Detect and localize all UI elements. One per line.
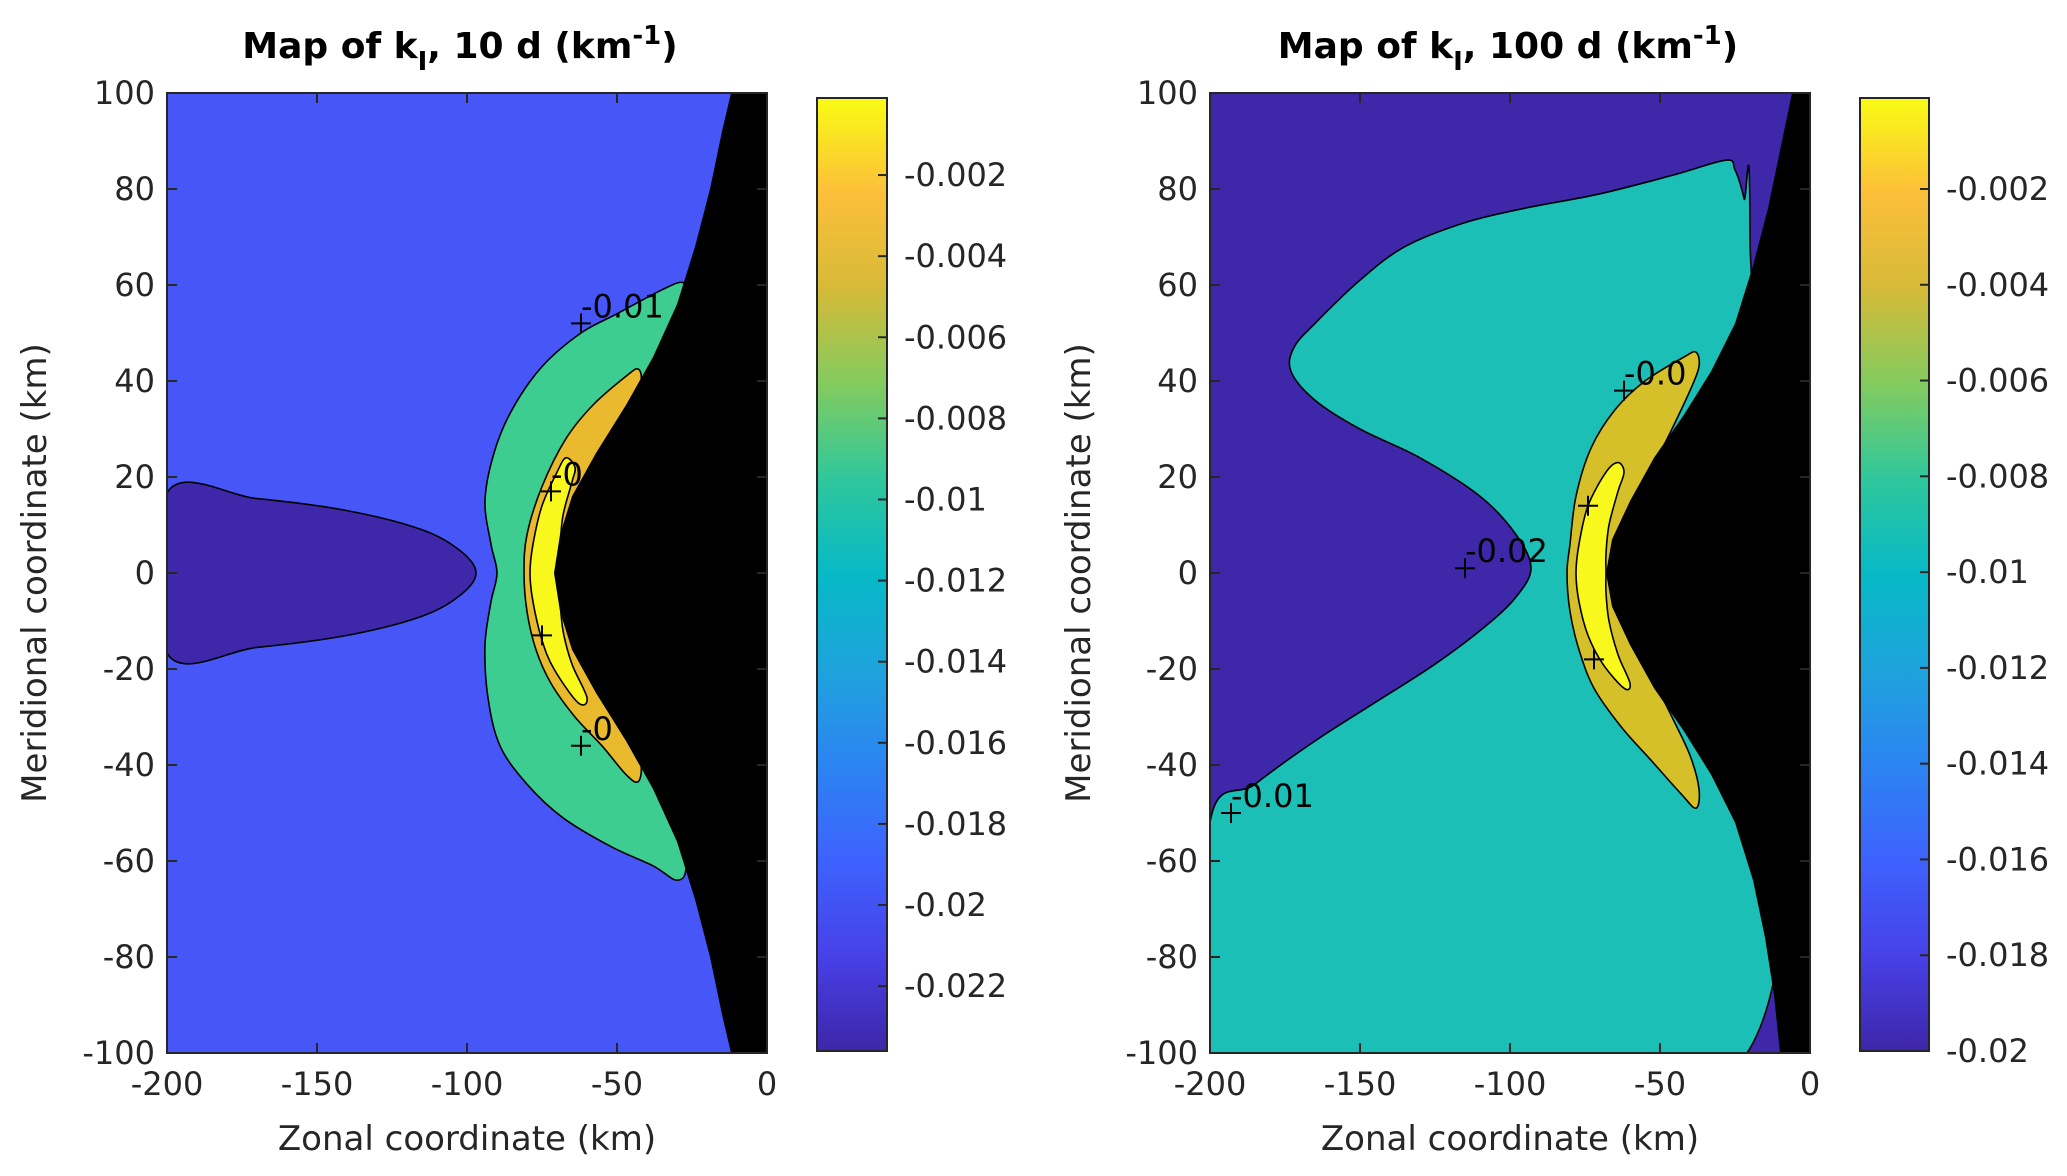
x-tick-label: -100 [431, 1065, 504, 1103]
colorbar: -0.002 -0.004 -0.006 -0.008 -0.01 -0.012 -0.01… [1859, 97, 2049, 1070]
y-tick-label: 80 [1157, 170, 1198, 208]
y-axis-label: Meridional coordinate (km) [15, 343, 55, 803]
y-tick-label: -40 [103, 746, 155, 784]
y-tick-label: 60 [1157, 266, 1198, 304]
panel-10d: Map of kI, 10 d (km-1) -0.01-0-0-200 -150… [15, 21, 1007, 1159]
colorbar-tick-label: -0.014 [904, 643, 1007, 681]
x-tick-label: -150 [281, 1065, 354, 1103]
y-tick-label: 20 [1157, 458, 1198, 496]
contour-label: -0 [551, 455, 583, 493]
contour-plot: -0.01 -0 -0 -200 -150 -100 -50 0 100 80 60 40 20 0 -20… [82, 74, 777, 1103]
contour-label-marker [571, 735, 591, 756]
x-tick-label: -50 [1634, 1065, 1686, 1103]
y-tick-label: 60 [114, 266, 155, 304]
contour-label: -0.02 [1465, 532, 1548, 570]
y-tick-label: 0 [1178, 554, 1198, 592]
colorbar-tick-label: -0.016 [1946, 840, 2049, 878]
panel-100d: Map of kI, 100 d (km-1) -0.0 -0.02 -0.01 -2… [1059, 21, 2049, 1159]
colorbar-tick-label: -0.004 [1946, 266, 2049, 304]
contour-plot: -0.0-0.02-0.01-200 -150 -100 -50 01008060402… [1125, 74, 1820, 1103]
contour-label: -0 [581, 710, 613, 748]
contour-label-marker [1221, 803, 1241, 823]
colorbar-tick-label: -0.004 [904, 237, 1007, 275]
colorbar-tick-label: -0.002 [904, 156, 1007, 194]
contour-label-marker [1578, 495, 1598, 516]
colorbar-tick-label: -0.018 [904, 805, 1007, 843]
colorbar-gradient [816, 97, 888, 1052]
contour-label: -0.0 [1624, 355, 1686, 393]
y-tick-label: 0 [135, 554, 155, 592]
x-axis-label: Zonal coordinate (km) [1321, 1119, 1699, 1159]
colorbar-tick-label: -0.02 [1946, 1032, 2029, 1070]
chart-title: Map of kI, 100 d (km-1) [1278, 21, 1738, 77]
x-tick-label: -200 [1174, 1065, 1247, 1103]
x-tick-label: -50 [591, 1065, 643, 1103]
colorbar-tick-label: -0.006 [1946, 362, 2049, 400]
colorbar: -0.002 -0.004 -0.006 -0.008 -0.01 -0.012 -0.01… [816, 97, 1007, 1052]
y-tick-label: 20 [114, 458, 155, 496]
x-tick-label: 0 [757, 1065, 777, 1103]
colorbar-tick-label: -0.014 [1946, 745, 2049, 783]
colorbar-tick-label: -0.002 [1946, 170, 2049, 208]
y-tick-label: 100 [1137, 74, 1198, 112]
colorbar-tick-label: -0.008 [904, 399, 1007, 437]
x-axis-label: Zonal coordinate (km) [278, 1119, 656, 1159]
region-band-yellow [1575, 461, 1632, 691]
y-tick-label: 80 [114, 170, 155, 208]
x-tick-label: 0 [1800, 1065, 1820, 1103]
y-tick-label: 40 [114, 362, 155, 400]
colorbar-tick-label: -0.02 [904, 886, 987, 924]
colorbar-tick-label: -0.008 [1946, 457, 2049, 495]
contour-label-marker [532, 625, 552, 646]
contour-label-marker [1455, 558, 1475, 579]
y-tick-label: 40 [1157, 362, 1198, 400]
colorbar-tick-label: -0.018 [1946, 936, 2049, 974]
colorbar-tick-label: -0.01 [904, 480, 987, 518]
y-tick-label: -100 [82, 1034, 155, 1072]
colorbar-tick-label: -0.012 [904, 562, 1007, 600]
contour-label: -0.01 [1231, 777, 1314, 815]
x-tick-label: -200 [131, 1065, 204, 1103]
colorbar-tick-label: -0.022 [904, 967, 1007, 1005]
colorbar-gradient [1859, 97, 1930, 1052]
x-tick-label: -150 [1324, 1065, 1397, 1103]
contour-label-marker [1614, 380, 1634, 401]
region-masked [554, 93, 767, 1053]
region-core-low [167, 481, 477, 665]
y-tick-label: -20 [1146, 650, 1198, 688]
y-tick-label: -40 [1146, 746, 1198, 784]
y-tick-label: -20 [103, 650, 155, 688]
y-tick-label: -100 [1125, 1034, 1198, 1072]
y-tick-label: 100 [94, 74, 155, 112]
colorbar-tick-label: -0.012 [1946, 649, 2049, 687]
x-tick-label: -100 [1474, 1065, 1547, 1103]
contour-label-marker [1584, 649, 1604, 670]
contour-label-marker [541, 481, 561, 502]
colorbar-tick-label: -0.006 [904, 318, 1007, 356]
contour-label-marker [571, 313, 591, 334]
region-masked [1606, 93, 1810, 1053]
y-tick-label: -60 [103, 842, 155, 880]
contour-label: -0.01 [581, 287, 664, 325]
chart-title: Map of kI, 10 d (km-1) [242, 21, 677, 77]
y-tick-label: -80 [103, 938, 155, 976]
y-axis-label: Meridional coordinate (km) [1059, 343, 1099, 803]
y-tick-label: -80 [1146, 938, 1198, 976]
y-tick-label: -60 [1146, 842, 1198, 880]
colorbar-tick-label: -0.01 [1946, 553, 2029, 591]
colorbar-tick-label: -0.016 [904, 724, 1007, 762]
